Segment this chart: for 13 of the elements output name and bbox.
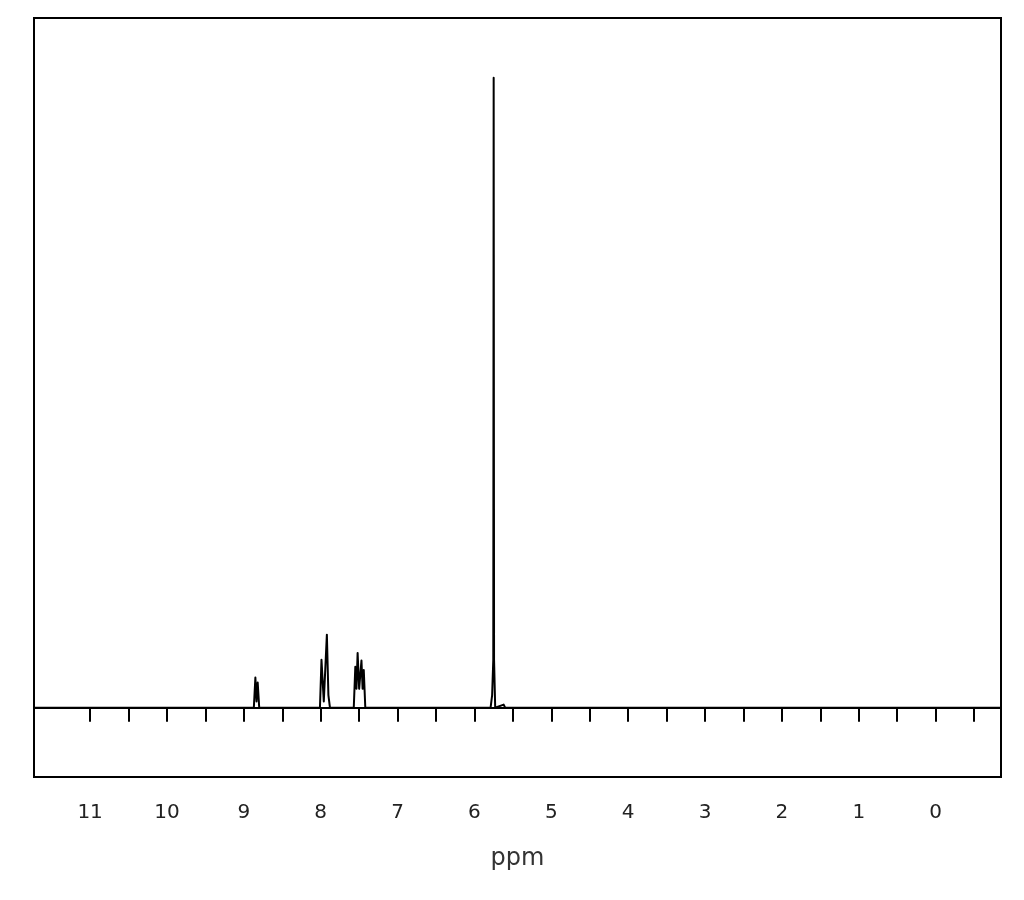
- x-tick-label: 5: [544, 799, 558, 823]
- x-tick-label: 4: [621, 799, 635, 823]
- x-tick-label: 10: [154, 799, 180, 823]
- x-tick-label: 2: [775, 799, 789, 823]
- x-tick-label: 7: [391, 799, 404, 823]
- x-tick-label: 3: [698, 799, 712, 823]
- x-tick-label: 0: [929, 799, 943, 823]
- x-tick-label: 11: [77, 799, 103, 823]
- x-tick-label: 1: [852, 799, 866, 823]
- x-tick-label: 8: [314, 799, 328, 823]
- x-tick-label: 9: [237, 799, 251, 823]
- x-axis-title: ppm: [490, 843, 545, 871]
- x-tick-label: 6: [468, 799, 481, 823]
